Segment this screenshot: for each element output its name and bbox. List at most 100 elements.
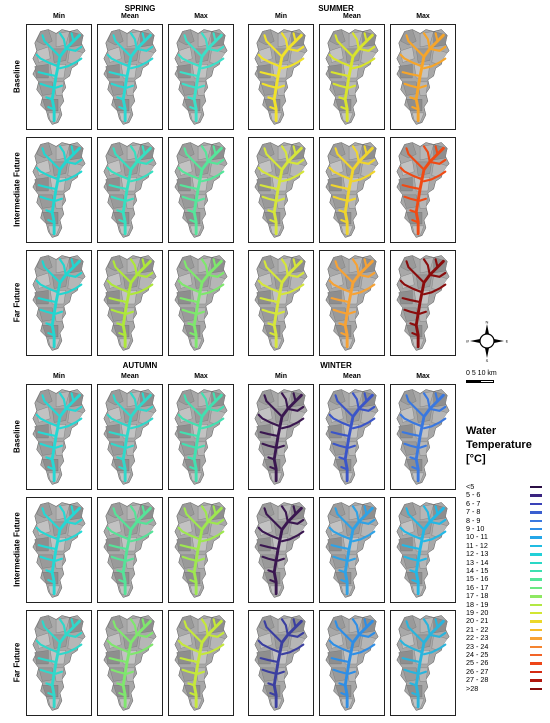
map-panel-winter-baseline-mean: [319, 384, 385, 490]
river-segment: [280, 170, 305, 183]
sub-basin: [176, 537, 191, 552]
river-segment: [183, 147, 204, 171]
river-segment: [35, 639, 60, 654]
river-segment: [419, 197, 427, 202]
river-segment: [58, 505, 67, 523]
row-label-baseline: Baseline: [12, 60, 22, 93]
river-segment: [405, 507, 426, 531]
river-segment: [181, 668, 198, 675]
river-segment: [292, 618, 297, 629]
river-segment: [200, 505, 209, 523]
sub-basin: [36, 142, 53, 159]
river-segment: [261, 668, 278, 675]
river-segment: [70, 618, 75, 629]
river-segment: [340, 691, 348, 697]
river-segment: [64, 631, 83, 638]
river-segment: [108, 297, 129, 304]
sub-basin: [67, 521, 84, 538]
river-segment: [263, 507, 284, 531]
river-segment: [280, 32, 289, 50]
river-segment: [39, 82, 56, 89]
river-segment: [187, 456, 196, 461]
river-segment: [330, 184, 351, 191]
river-segment: [189, 691, 197, 697]
river-segment: [363, 392, 368, 403]
sub-basin: [398, 650, 413, 665]
sub-basin: [258, 29, 275, 46]
river-segment: [414, 393, 445, 483]
river-segment: [70, 145, 75, 156]
river-segment: [106, 279, 131, 294]
river-segment: [35, 526, 60, 541]
river-segment: [286, 45, 305, 52]
river-segment: [351, 258, 360, 276]
sub-basin: [67, 161, 84, 178]
river-segment: [414, 146, 445, 236]
sub-basin: [178, 142, 195, 159]
river-segment: [411, 465, 419, 471]
sub-basin: [398, 64, 413, 79]
sub-basin: [105, 650, 120, 665]
river-segment: [183, 260, 204, 284]
river-segment: [338, 322, 347, 327]
river-segment: [135, 518, 154, 525]
sub-basin: [258, 142, 275, 159]
legend-item-label: 13 - 14: [466, 557, 489, 567]
river-segment: [280, 618, 289, 636]
sub-basin: [107, 615, 124, 632]
river-segment: [419, 557, 427, 562]
river-segment: [263, 394, 284, 418]
river-segment: [257, 413, 282, 428]
river-segment: [181, 308, 198, 315]
river-segment: [280, 258, 289, 276]
river-segment: [108, 71, 129, 78]
river-segment: [411, 578, 419, 584]
river-segment: [340, 331, 348, 337]
map-panel-spring-baseline-mean: [97, 24, 163, 130]
river-segment: [277, 197, 285, 202]
river-segment: [110, 195, 127, 202]
sub-basin: [327, 424, 342, 439]
river-segment: [116, 456, 125, 461]
river-segment: [141, 32, 146, 43]
river-segment: [403, 442, 420, 449]
river-segment: [206, 631, 225, 638]
river-segment: [58, 417, 83, 430]
legend-item-label: 19 - 20: [466, 608, 489, 617]
river-segment: [363, 505, 368, 516]
column-header-max: Max: [194, 373, 208, 380]
legend-item-label: 5 - 6: [466, 490, 481, 500]
map-panel-summer-intermediate-future-max: [390, 137, 456, 243]
map-panel-autumn-far-future-max: [168, 610, 234, 716]
river-segment: [261, 308, 278, 315]
river-segment: [41, 147, 62, 171]
sub-basin: [209, 48, 226, 65]
river-segment: [106, 53, 131, 68]
legend-item-label: 15 - 16: [466, 574, 489, 584]
river-segment: [64, 271, 83, 278]
river-segment: [280, 417, 305, 430]
river-segment: [39, 195, 56, 202]
sub-basin: [360, 521, 377, 538]
river-segment: [70, 32, 75, 43]
river-segment: [189, 578, 197, 584]
river-segment: [177, 279, 202, 294]
river-segment: [434, 145, 439, 156]
river-segment: [428, 158, 447, 165]
river-segment: [263, 620, 284, 644]
river-segment: [332, 442, 349, 449]
river-segment: [129, 618, 138, 636]
river-segment: [328, 53, 353, 68]
north-arrow-compass-icon: N S W E: [465, 320, 509, 364]
river-segment: [121, 146, 152, 236]
river-segment: [129, 530, 154, 543]
row-label-far-future: Far Future: [12, 282, 22, 323]
river-segment: [50, 393, 81, 483]
sub-basin: [398, 537, 413, 552]
column-header-max: Max: [194, 13, 208, 20]
map-panel-summer-baseline-max: [390, 24, 456, 130]
legend-swatch: [530, 620, 542, 623]
river-segment: [112, 620, 133, 644]
sub-basin: [431, 161, 448, 178]
column-header-mean: Mean: [121, 13, 139, 20]
